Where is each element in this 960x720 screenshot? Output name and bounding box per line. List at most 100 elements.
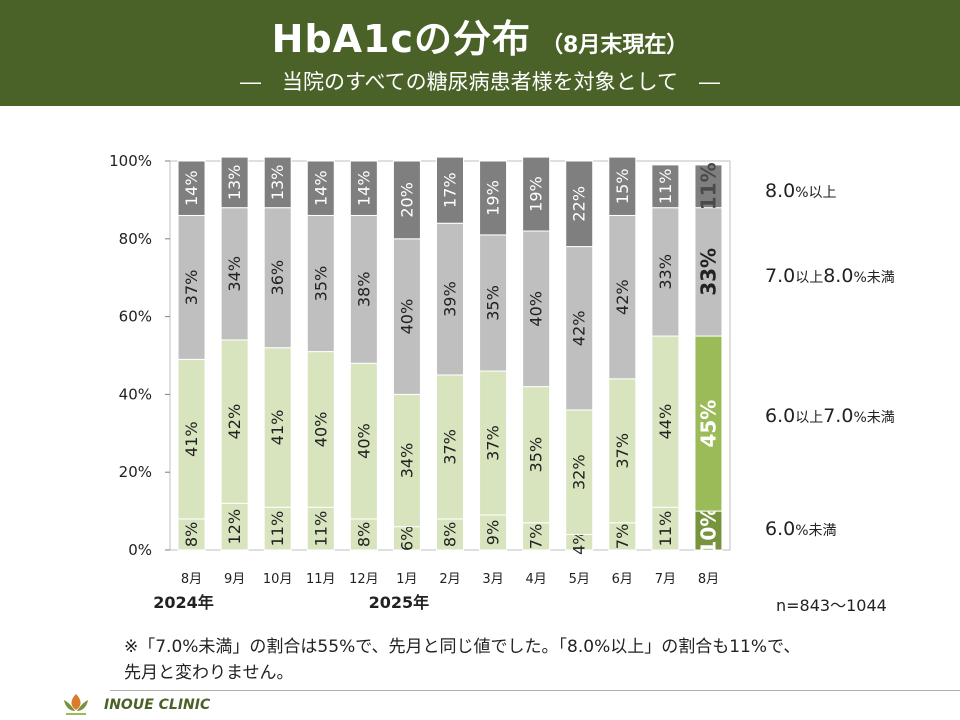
- data-label: 7%: [613, 524, 632, 549]
- x-tick-label: 12月: [349, 572, 379, 587]
- data-label: 10%: [696, 507, 720, 555]
- data-label: 37%: [182, 270, 201, 306]
- data-label: 33%: [696, 248, 720, 296]
- bar-segment: [349, 214, 378, 364]
- title-suffix: （8月末現在）: [541, 33, 689, 58]
- title-row: HbA1cの分布 （8月末現在）: [0, 8, 960, 63]
- data-label: 36%: [268, 260, 287, 296]
- bar-segment: [220, 502, 249, 551]
- bar-segment: [220, 156, 249, 209]
- sample-size-label: n=843～1044: [776, 596, 887, 615]
- legend-ge8-unit: %以上: [795, 185, 837, 201]
- page-title: HbA1cの分布: [271, 17, 532, 61]
- data-label: 39%: [441, 281, 460, 317]
- legend-6to7-unit: %未満: [853, 410, 895, 426]
- bar-segment: [349, 160, 378, 216]
- footer-divider: [110, 690, 960, 691]
- data-label: 40%: [397, 299, 416, 335]
- legend-7to8: 7.0以上8.0%未満: [765, 265, 895, 287]
- legend-6to7-value2: 7.0: [823, 405, 854, 427]
- legend-6to7-mid: 以上: [795, 410, 824, 426]
- x-tick-label: 5月: [569, 572, 590, 587]
- data-label: 11%: [696, 162, 720, 210]
- data-label: 17%: [441, 172, 460, 208]
- data-label: 12%: [225, 509, 244, 545]
- data-label: 11%: [656, 511, 675, 547]
- data-label: 8%: [354, 522, 373, 547]
- data-label: 13%: [268, 165, 287, 201]
- bar-segment: [479, 234, 508, 372]
- bar-segment: [608, 156, 637, 216]
- legend-7to8-unit: %未満: [853, 270, 895, 286]
- legend-ge8-value: 8.0: [765, 180, 796, 202]
- clinic-name: INOUE CLINIC: [104, 697, 211, 713]
- bar-segment: [436, 222, 464, 376]
- data-label: 13%: [225, 165, 244, 201]
- data-label: 14%: [182, 170, 201, 206]
- year-label: 2024年: [153, 593, 214, 612]
- bar-segment: [306, 160, 335, 216]
- data-label: 20%: [397, 182, 416, 218]
- bar-segment: [651, 506, 680, 551]
- bar-segment: [177, 518, 206, 551]
- bar-segment: [263, 207, 292, 349]
- data-label: 22%: [570, 186, 589, 222]
- data-label: 35%: [527, 437, 546, 473]
- data-label: 8%: [182, 522, 201, 547]
- data-label: 40%: [354, 423, 373, 459]
- data-label: 34%: [225, 256, 244, 292]
- bar-segment: [220, 207, 249, 341]
- bar-segment: [306, 506, 335, 551]
- data-label: 34%: [397, 443, 416, 479]
- data-label: 33%: [656, 254, 675, 290]
- bar-segment: [306, 214, 335, 353]
- data-label: 44%: [656, 404, 675, 440]
- data-label: 11%: [268, 511, 287, 547]
- bar-segment: [651, 207, 680, 337]
- bar-segment: [694, 510, 723, 551]
- y-tick-label: 20%: [119, 463, 152, 481]
- legend-lt6-unit: %未満: [795, 523, 837, 539]
- y-tick-label: 60%: [119, 308, 152, 326]
- data-label: 35%: [484, 285, 503, 321]
- data-label: 6%: [397, 526, 416, 551]
- bar-segment: [479, 160, 508, 236]
- data-label: 42%: [613, 279, 632, 315]
- y-tick-label: 0%: [128, 541, 152, 559]
- clinic-logo-icon: [64, 694, 88, 715]
- legend-7to8-value: 7.0: [765, 265, 796, 287]
- data-label: 40%: [311, 412, 330, 448]
- data-label: 15%: [613, 169, 632, 205]
- x-tick-label: 2月: [439, 572, 460, 587]
- bar-segment: [565, 246, 594, 411]
- data-label: 32%: [570, 454, 589, 490]
- header-banner: HbA1cの分布 （8月末現在） ― 当院のすべての糖尿病患者様を対象として ―: [0, 0, 960, 106]
- bar-segment: [479, 514, 508, 551]
- x-tick-label: 1月: [396, 572, 417, 587]
- x-tick-label: 8月: [181, 572, 202, 587]
- data-label: 37%: [613, 433, 632, 469]
- data-label: 41%: [182, 421, 201, 457]
- data-label: 7%: [527, 524, 546, 549]
- data-label: 37%: [441, 429, 460, 465]
- x-tick-label: 10月: [263, 572, 293, 587]
- bar-segment: [263, 156, 292, 209]
- legend-ge8: 8.0%以上: [765, 180, 837, 202]
- data-label: 37%: [484, 425, 503, 461]
- bar-segment: [608, 522, 637, 551]
- data-label: 42%: [570, 310, 589, 346]
- legend-7to8-value2: 8.0: [823, 265, 854, 287]
- data-label: 19%: [527, 176, 546, 212]
- footnote: ※「7.0%未満」の割合は55%で、先月と同じ値でした。「8.0%以上」の割合も…: [124, 637, 801, 683]
- data-label: 4%: [570, 530, 589, 555]
- legend-7to8-mid: 以上: [795, 270, 824, 286]
- legend-6to7-value: 6.0: [765, 405, 796, 427]
- x-tick-label: 4月: [526, 572, 547, 587]
- data-label: 11%: [311, 511, 330, 547]
- x-tick-label: 6月: [612, 572, 633, 587]
- bar-segment: [694, 164, 723, 209]
- bar-segment: [177, 358, 206, 520]
- x-tick-label: 8月: [698, 572, 719, 587]
- data-label: 14%: [311, 170, 330, 206]
- x-tick-label: 9月: [224, 572, 245, 587]
